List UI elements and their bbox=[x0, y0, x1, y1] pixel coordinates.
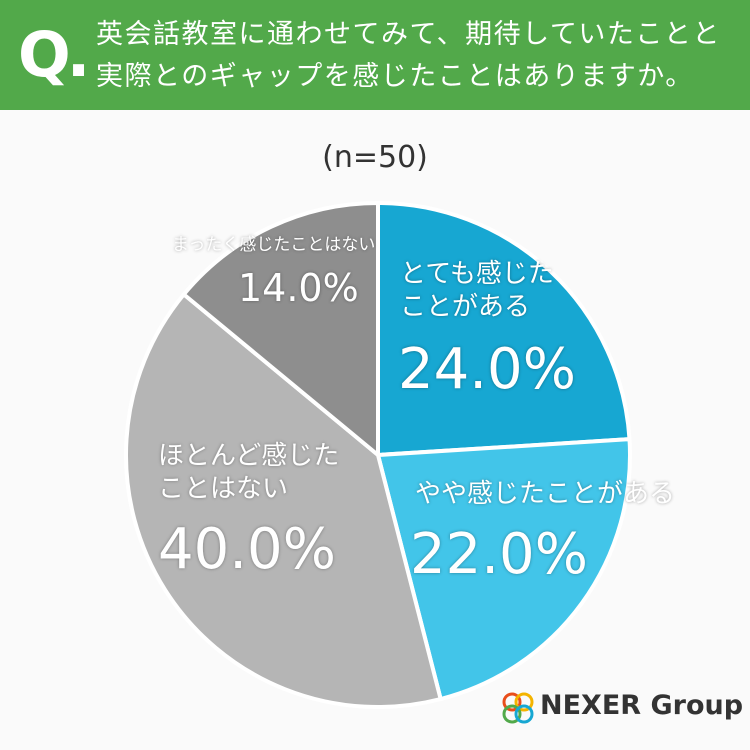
pie-slice bbox=[181, 200, 380, 460]
logo-ring bbox=[502, 692, 522, 712]
pie-slice bbox=[376, 200, 632, 458]
slice-label: とても感じたことがある bbox=[400, 259, 554, 322]
question-badge: Q. bbox=[18, 18, 90, 91]
logo: NEXER Group bbox=[540, 690, 744, 721]
chart-subtitle: (n=50) bbox=[322, 140, 428, 175]
slice-label: やや感じたことがある bbox=[415, 479, 676, 509]
pie-slice bbox=[375, 437, 632, 702]
chart-title: 英会話教室に通わせてみて、期待していたことと実際とのギャップを感じたことはありま… bbox=[96, 19, 721, 92]
pie-slice bbox=[124, 291, 444, 709]
logo-ring bbox=[502, 704, 522, 724]
value-label: 24.0% bbox=[398, 337, 576, 402]
slice-label: まったく感じたことはない bbox=[172, 235, 376, 255]
value-label: 40.0% bbox=[158, 517, 336, 582]
logo-ring bbox=[514, 692, 534, 712]
logo-mark bbox=[502, 692, 534, 724]
value-label: 14.0% bbox=[238, 266, 359, 310]
slice-label: ほとんど感じたことはない bbox=[158, 441, 340, 504]
logo-ring bbox=[514, 704, 534, 724]
header: Q. 英会話教室に通わせてみて、期待していたことと実際とのギャップを感じたことは… bbox=[0, 0, 750, 110]
value-label: 22.0% bbox=[410, 522, 588, 587]
